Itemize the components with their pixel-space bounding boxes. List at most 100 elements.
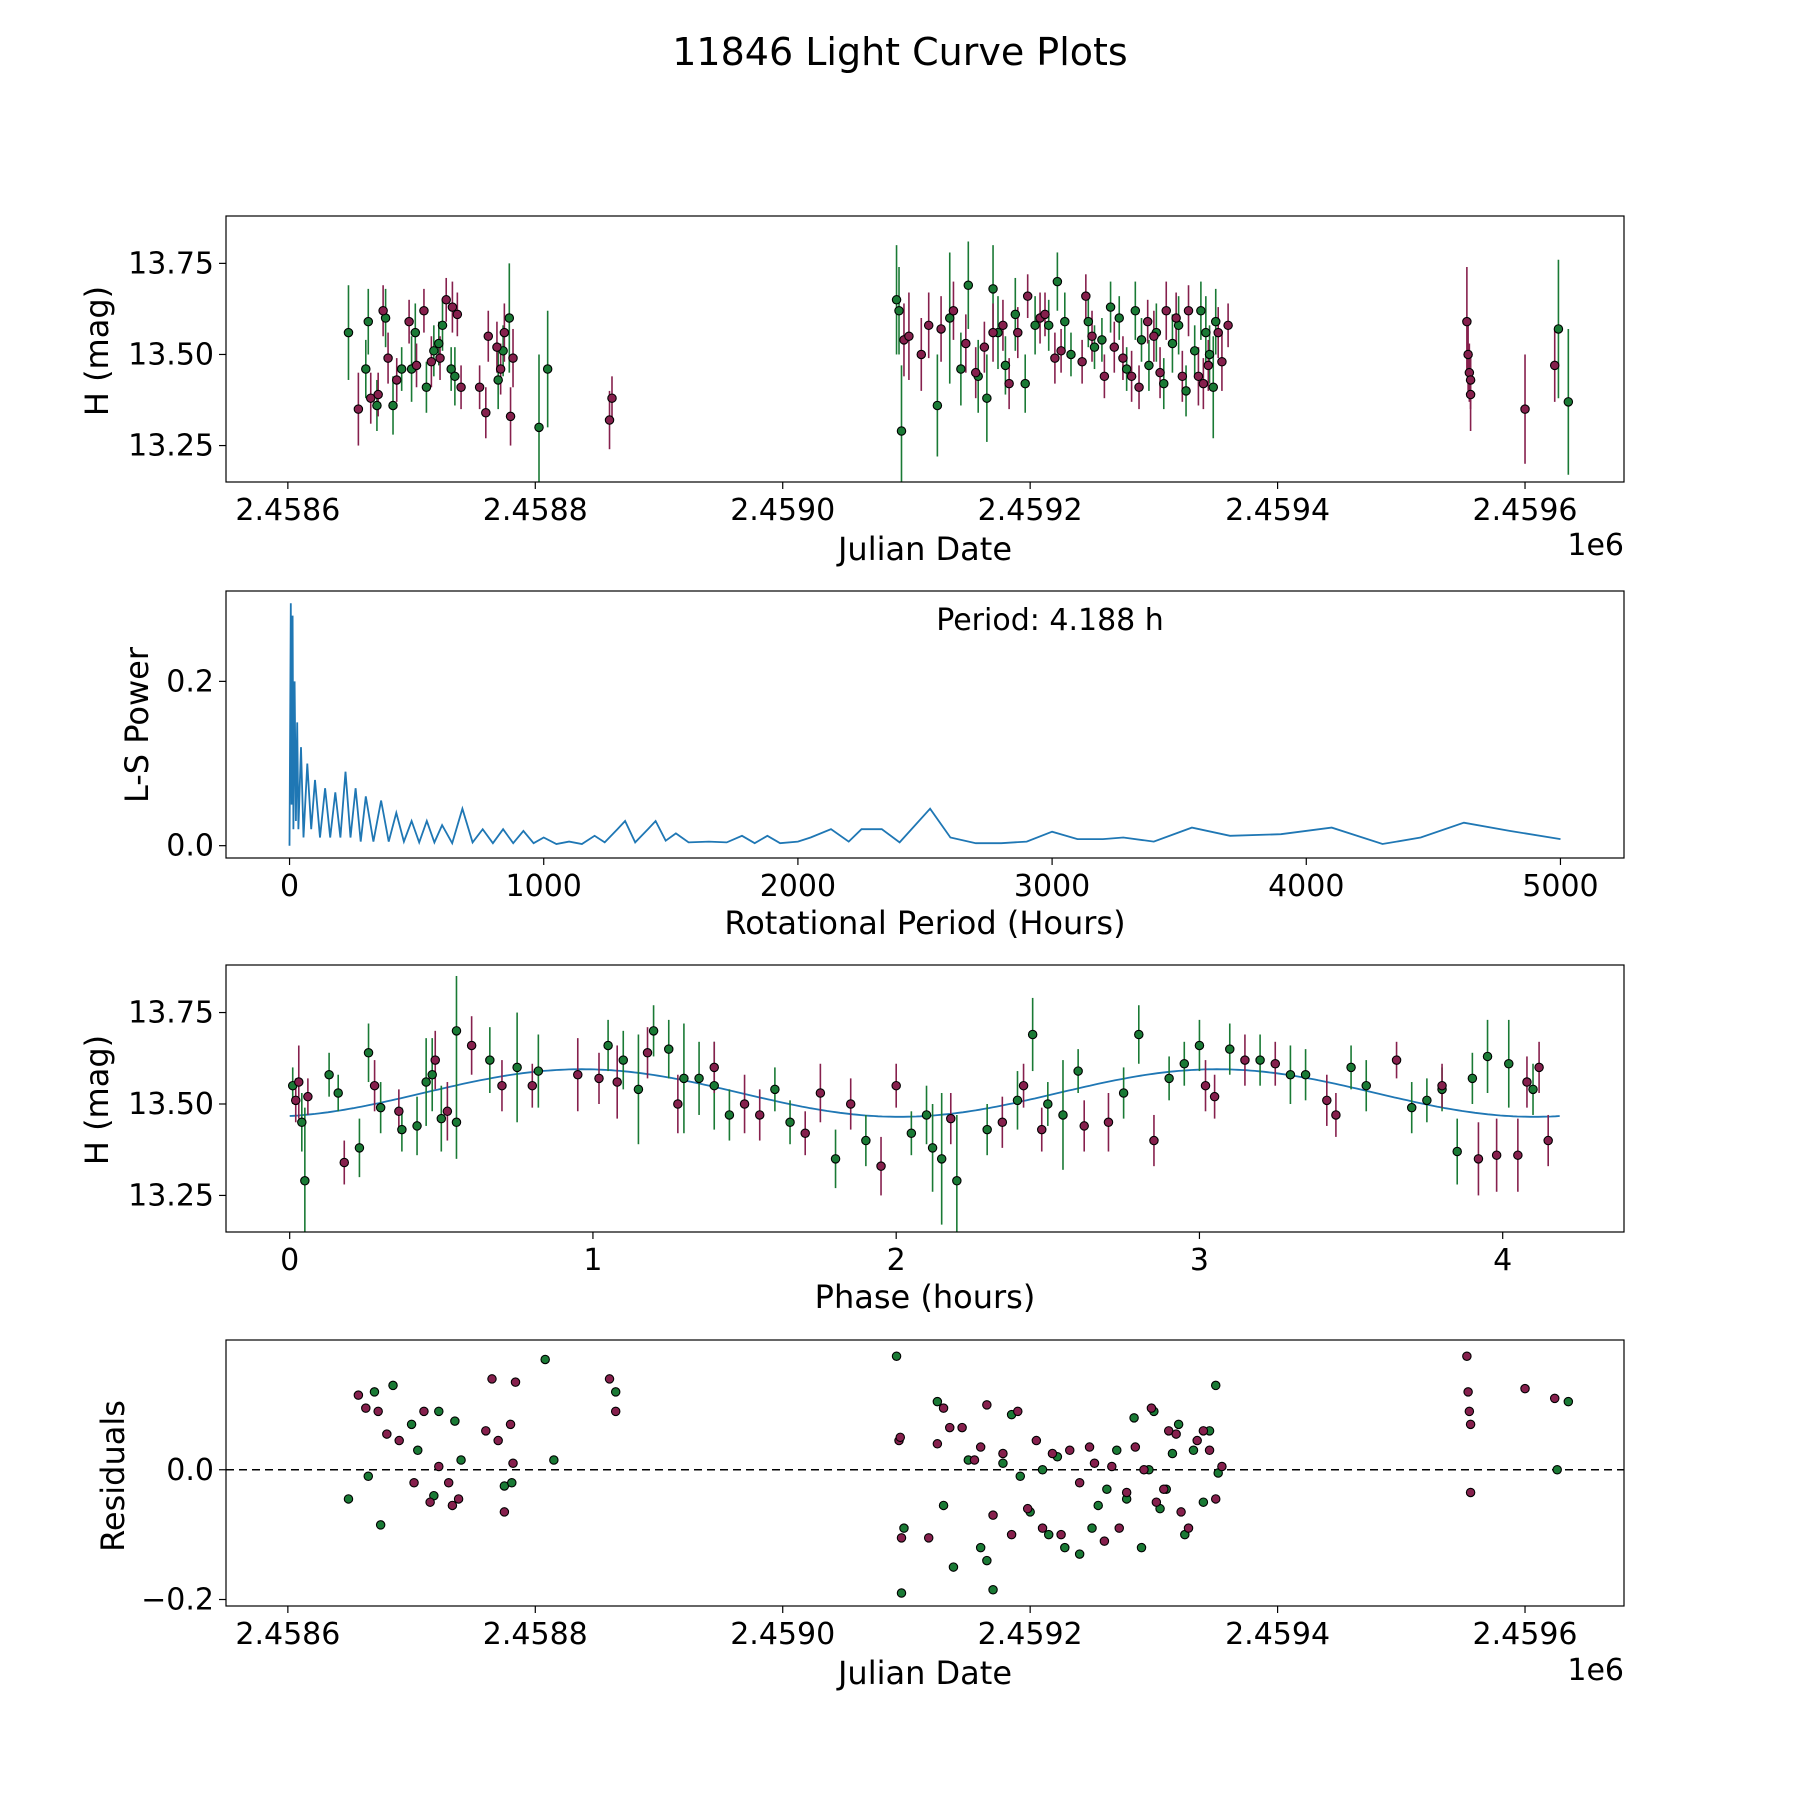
phased-light-curve-point-green <box>709 1080 719 1091</box>
residuals-point-magenta <box>604 1374 615 1384</box>
residuals-point-green <box>932 1396 943 1407</box>
light-curve-point-magenta <box>1109 342 1120 352</box>
light-curve-point-magenta <box>1217 357 1227 367</box>
residuals-point-magenta <box>975 1442 986 1452</box>
residuals-point-magenta <box>487 1374 497 1384</box>
periodogram-x-tick-label: 4000 <box>1268 869 1344 904</box>
phased-light-curve-point-green <box>512 1062 522 1073</box>
residuals-point-green <box>549 1455 559 1465</box>
residuals-point-magenta <box>434 1461 444 1472</box>
light-curve-point-green <box>944 313 955 323</box>
periodogram-plot-area <box>288 603 1561 846</box>
phased-light-curve-point-magenta <box>876 1161 886 1171</box>
light-curve-point-magenta <box>1134 382 1144 393</box>
residuals-point-magenta <box>1139 1465 1149 1475</box>
light-curve-point-magenta <box>1203 360 1214 371</box>
light-curve-point-magenta <box>353 404 364 414</box>
phased-light-curve-point-magenta <box>1103 1117 1114 1128</box>
light-curve-point-magenta <box>1193 371 1204 382</box>
phased-light-curve-point-green <box>921 1110 932 1120</box>
residuals-point-green <box>1198 1497 1209 1507</box>
phased-light-curve-point-magenta <box>290 1095 301 1106</box>
light-curve-point-green <box>1000 360 1011 371</box>
residuals-point-magenta <box>382 1429 392 1439</box>
phased-light-curve-x-tick-label: 0 <box>280 1243 299 1278</box>
periodogram-x-tick-label: 2000 <box>760 869 836 904</box>
light-curve-point-green <box>493 375 503 385</box>
phased-light-curve-point-green <box>451 1117 462 1128</box>
residuals-point-magenta <box>443 1477 454 1488</box>
residuals-point-magenta <box>505 1419 516 1430</box>
phased-light-curve-point-magenta <box>594 1073 604 1084</box>
light-curve-frame <box>225 215 1625 483</box>
light-curve-point-magenta <box>474 382 485 393</box>
phased-light-curve-point-magenta <box>1491 1150 1502 1160</box>
light-curve-point-green <box>363 316 374 327</box>
residuals-point-magenta <box>1210 1494 1221 1504</box>
light-curve-point-magenta <box>1149 331 1159 341</box>
phased-light-curve-point-green <box>333 1088 343 1098</box>
phased-light-curve-point-magenta <box>369 1080 380 1091</box>
phased-light-curve-point-green <box>427 1069 437 1080</box>
phased-light-curve-y-tick-label: 13.75 <box>128 996 214 1031</box>
residuals-point-magenta <box>1130 1442 1141 1452</box>
residuals-x-tick-label: 2.4592 <box>978 1617 1083 1652</box>
light-curve-point-green <box>1052 276 1063 287</box>
light-curve-point-green <box>396 364 407 374</box>
light-curve-point-green <box>437 320 448 331</box>
phased-light-curve-point-green <box>1467 1073 1478 1084</box>
light-curve-point-green <box>361 364 371 374</box>
light-curve-point-green <box>542 364 553 374</box>
light-curve-x-tick-label: 2.4586 <box>235 493 340 528</box>
phased-light-curve-point-green <box>785 1117 795 1128</box>
residuals-point-magenta <box>508 1458 518 1469</box>
phased-light-curve-point-magenta <box>1391 1055 1402 1065</box>
residuals-x-tick-label: 2.4590 <box>730 1617 835 1652</box>
residuals-point-magenta <box>1064 1445 1075 1456</box>
phased-light-curve-point-magenta <box>430 1055 440 1065</box>
light-curve-point-magenta <box>1462 316 1472 327</box>
residuals-point-magenta <box>481 1426 491 1436</box>
light-curve-point-green <box>988 284 998 294</box>
light-curve-point-magenta <box>383 353 393 363</box>
phased-light-curve-point-magenta <box>1200 1080 1211 1091</box>
light-curve-point-magenta <box>1198 378 1209 389</box>
residuals-point-green <box>1093 1500 1103 1511</box>
light-curve-point-magenta <box>1087 331 1097 341</box>
residuals-point-magenta <box>1074 1477 1085 1488</box>
phased-light-curve-point-magenta <box>891 1080 901 1091</box>
residuals-plot-area <box>226 1351 1624 1598</box>
phased-light-curve-point-magenta <box>845 1099 856 1109</box>
phased-light-curve-y-tick-label: 13.50 <box>128 1087 214 1122</box>
light-curve-point-magenta <box>419 305 429 316</box>
phased-light-curve-point-magenta <box>1079 1121 1089 1131</box>
residuals-point-magenta <box>1462 1351 1472 1361</box>
phased-light-curve-point-green <box>906 1128 917 1138</box>
phased-light-curve-point-green <box>1179 1059 1190 1069</box>
light-curve-point-green <box>1097 335 1107 345</box>
residuals-point-green <box>610 1387 621 1397</box>
light-curve-point-green <box>504 313 515 323</box>
phased-light-curve-x-tick-label: 4 <box>1493 1243 1512 1278</box>
phased-light-curve-point-green <box>1285 1069 1296 1080</box>
residuals-offset: 1e6 <box>1567 1653 1624 1688</box>
light-curve-point-magenta <box>1465 375 1476 385</box>
periodogram-x-tick-label: 1000 <box>506 869 582 904</box>
light-curve-point-green <box>1144 360 1154 371</box>
phased-light-curve-point-green <box>1361 1080 1371 1091</box>
periodogram-annotation: Period: 4.188 h <box>936 603 1164 638</box>
phased-light-curve-point-green <box>297 1117 307 1128</box>
light-curve-point-green <box>1066 349 1076 360</box>
residuals-point-magenta <box>895 1432 906 1443</box>
phased-light-curve-point-magenta <box>339 1157 350 1168</box>
phased-light-curve-frame <box>225 964 1625 1233</box>
light-curve-point-green <box>1030 320 1040 331</box>
residuals-point-green <box>1173 1419 1184 1430</box>
residuals-point-magenta <box>1146 1403 1157 1413</box>
phased-light-curve-axes: 0 1 2 3 4 13.25 13.50 13.75 <box>128 964 1625 1278</box>
residuals-point-green <box>988 1585 998 1595</box>
phased-light-curve-point-green <box>724 1110 735 1120</box>
phased-light-curve-point-magenta <box>1209 1091 1220 1102</box>
light-curve-point-magenta <box>1040 309 1050 320</box>
phased-light-curve-point-magenta <box>1037 1124 1047 1135</box>
